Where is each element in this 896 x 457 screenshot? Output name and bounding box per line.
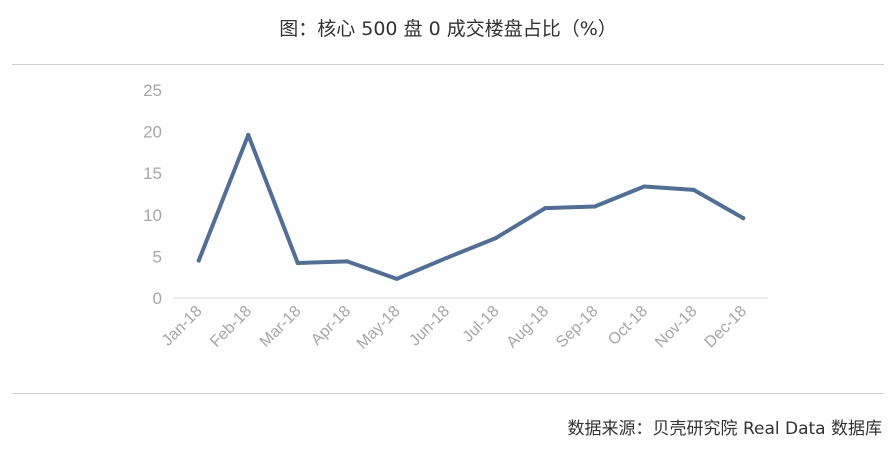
data-point — [691, 187, 696, 192]
data-point — [493, 236, 498, 241]
y-tick-label: 20 — [143, 123, 162, 142]
data-point — [246, 132, 251, 137]
x-tick-label: Jul-18 — [460, 303, 503, 346]
series-line — [196, 132, 746, 281]
x-tick-label: Mar-18 — [257, 303, 305, 351]
x-tick-label: Nov-18 — [652, 303, 701, 352]
bottom-divider — [12, 393, 884, 394]
x-tick-label: May-18 — [354, 303, 404, 353]
x-tick-label: Feb-18 — [207, 303, 255, 351]
series-group — [196, 132, 746, 281]
source-note: 数据来源：贝壳研究院 Real Data 数据库 — [567, 419, 882, 439]
x-tick-label: Apr-18 — [308, 303, 354, 349]
x-tick-label: Sep-18 — [553, 303, 602, 352]
y-tick-label: 25 — [143, 81, 162, 100]
y-tick-label: 10 — [143, 206, 162, 225]
chart-title: 图：核心 500 盘 0 成交楼盘占比（%） — [279, 18, 617, 40]
data-point — [295, 261, 300, 266]
y-tick-label: 0 — [153, 289, 162, 308]
data-point — [741, 216, 746, 221]
data-point — [394, 276, 399, 281]
data-point — [592, 204, 597, 209]
x-tick-label: Oct-18 — [605, 303, 651, 349]
x-tick-label: Dec-18 — [702, 303, 751, 352]
y-tick-label: 5 — [153, 247, 162, 266]
x-tick-label: Jun-18 — [406, 303, 453, 350]
x-tick-label: Jan-18 — [159, 303, 206, 350]
data-point — [345, 259, 350, 264]
data-point — [543, 206, 548, 211]
x-tick-label: Aug-18 — [504, 303, 553, 352]
data-point — [444, 256, 449, 261]
x-tick-labels: Jan-18 Feb-18 Mar-18 Apr-18 May-18 Jun-18 Jul-… — [159, 303, 750, 353]
y-tick-labels: 0 5 10 15 20 25 — [143, 81, 162, 308]
data-point — [642, 184, 647, 189]
top-divider — [12, 64, 884, 65]
data-point — [196, 258, 201, 263]
y-tick-label: 15 — [143, 164, 162, 183]
